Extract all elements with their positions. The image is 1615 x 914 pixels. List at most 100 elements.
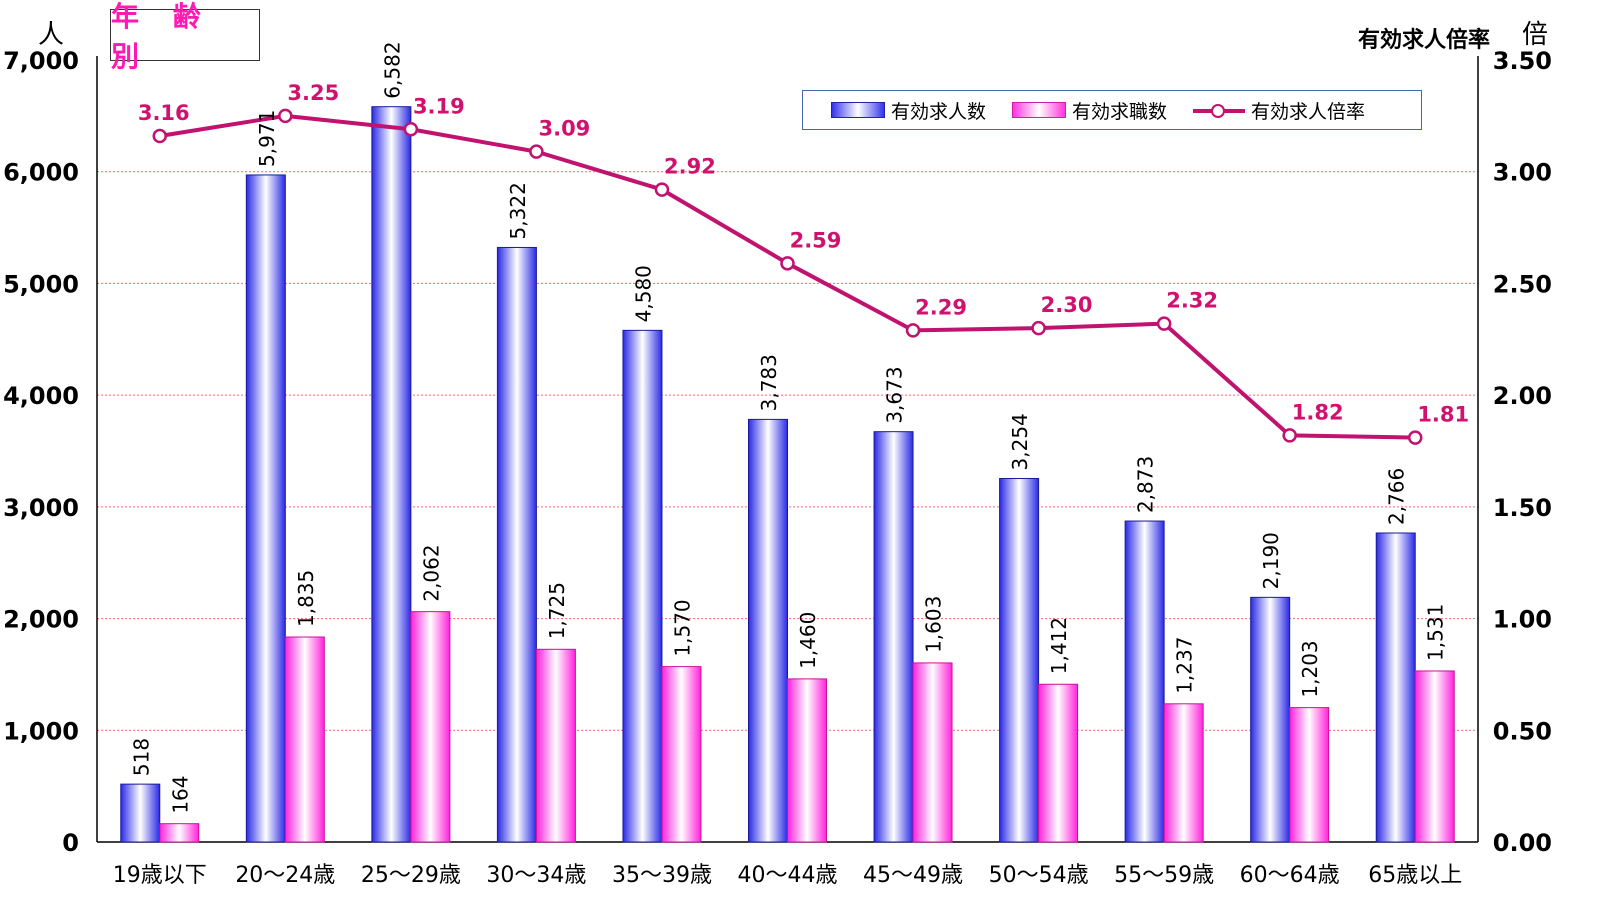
y2-tick-label: 0.50: [1493, 717, 1552, 745]
bar-seekers: [1289, 707, 1330, 843]
bar-seekers: [535, 648, 576, 843]
bar-label-jobs: 3,673: [883, 366, 907, 423]
legend-item-jobs: 有効求人数: [831, 97, 986, 124]
bar-label-seekers: 1,412: [1047, 617, 1071, 674]
legend-item-seekers: 有効求職数: [1012, 97, 1167, 124]
bar-jobs: [245, 174, 286, 843]
y2-tick-label: 1.00: [1493, 606, 1552, 634]
y2-tick-label: 2.00: [1493, 382, 1552, 410]
bar-label-jobs: 2,766: [1385, 468, 1409, 525]
bar-label-jobs: 3,783: [757, 354, 781, 411]
y2-tick-label: 1.50: [1493, 494, 1552, 522]
ratio-label: 2.59: [790, 228, 842, 252]
ratio-point: [1156, 316, 1172, 331]
legend: 有効求人数 有効求職数 有効求人倍率: [802, 90, 1422, 130]
legend-swatch-ratio: [1193, 103, 1246, 118]
bar-label-seekers: 1,203: [1298, 640, 1322, 697]
bar-jobs: [120, 783, 161, 843]
ratio-point: [905, 323, 921, 338]
bar-label-jobs: 2,190: [1259, 532, 1283, 589]
x-tick-label: 25～29歳: [361, 863, 461, 888]
legend-swatch-jobs: [831, 102, 885, 118]
bar-jobs: [999, 477, 1040, 843]
axes: 0 0.00 1,000 0.50 2,000 1.00 3,000 1.50 4,000 2.0…: [3, 47, 1552, 888]
x-tick-label: 20～24歳: [235, 863, 335, 888]
y2-tick-label: 3.00: [1493, 159, 1552, 187]
chart-title: 年 齢 別: [110, 0, 260, 73]
ratio-label: 2.92: [664, 155, 716, 179]
x-tick-label: 35～39歳: [612, 863, 712, 888]
x-tick-label: 40～44歳: [738, 863, 838, 888]
ratio-point: [1031, 320, 1046, 336]
legend-swatch-seekers: [1012, 102, 1067, 118]
bar-label-jobs: 4,580: [631, 265, 655, 322]
bar-seekers: [410, 611, 451, 843]
ratio-point: [529, 144, 544, 159]
x-tick-label: 50～54歳: [989, 863, 1089, 888]
y-tick-label: 0: [62, 829, 79, 857]
y-axis-unit: 人: [38, 20, 65, 50]
y-tick-label: 2,000: [3, 606, 79, 634]
ratio-line-path: [159, 113, 1416, 440]
legend-label-ratio: 有効求人倍率: [1251, 100, 1366, 123]
y-tick-label: 6,000: [3, 159, 79, 187]
bar-seekers: [661, 666, 702, 843]
data-labels: 518 164 5,971 1,835 6,582 2,062 5,322 1,725 4,58…: [129, 41, 1469, 813]
bar-seekers: [284, 636, 325, 843]
bar-label-seekers: 1,237: [1173, 637, 1197, 694]
ratio-line: [152, 108, 1423, 445]
bar-label-seekers: 1,531: [1424, 604, 1448, 661]
bar-label-seekers: 1,725: [545, 582, 569, 639]
bar-label-seekers: 1,570: [670, 599, 694, 656]
y-tick-label: 3,000: [3, 494, 79, 522]
bar-seekers: [787, 678, 827, 843]
y2-axis-unit: 倍: [1522, 20, 1549, 50]
bar-jobs: [496, 246, 537, 843]
legend-label-jobs: 有効求人数: [891, 100, 987, 123]
bar-label-jobs: 6,582: [380, 41, 404, 98]
x-tick-label: 45～49歳: [863, 863, 963, 888]
legend-label-seekers: 有効求職数: [1072, 100, 1168, 123]
x-tick-label: 55～59歳: [1114, 863, 1214, 888]
bar-jobs: [1375, 532, 1416, 843]
ratio-label: 1.81: [1417, 403, 1469, 427]
ratio-point: [403, 122, 419, 137]
ratio-point: [1407, 430, 1423, 445]
y-tick-label: 4,000: [3, 382, 79, 410]
ratio-point: [152, 128, 168, 144]
ratio-label: 1.82: [1292, 400, 1344, 424]
ratio-label: 3.16: [138, 101, 190, 125]
ratio-point: [1282, 428, 1297, 443]
bar-label-seekers: 1,603: [922, 596, 946, 653]
bar-jobs: [371, 106, 412, 843]
ratio-label: 2.29: [915, 295, 967, 319]
bar-seekers: [912, 662, 953, 843]
legend-item-ratio: 有効求人倍率: [1193, 97, 1365, 124]
bar-label-jobs: 2,873: [1134, 456, 1158, 513]
y2-tick-label: 3.50: [1493, 47, 1552, 75]
y-tick-label: 1,000: [3, 717, 79, 745]
y2-axis-title: 有効求人倍率: [1357, 28, 1490, 53]
y2-tick-label: 0.00: [1493, 829, 1552, 857]
bar-label-jobs: 518: [129, 738, 153, 776]
x-tick-label: 60～64歳: [1240, 863, 1340, 888]
ratio-label: 2.32: [1166, 289, 1218, 313]
ratio-label: 3.09: [538, 117, 590, 141]
bar-jobs: [1250, 596, 1291, 843]
bars: [120, 106, 1455, 843]
bar-seekers: [159, 823, 200, 843]
x-tick-label: 30～34歳: [486, 863, 586, 888]
y-tick-label: 7,000: [3, 47, 79, 75]
bar-label-jobs: 3,254: [1008, 413, 1032, 470]
bar-seekers: [1163, 703, 1204, 843]
bar-jobs: [873, 431, 914, 843]
bar-label-seekers: 2,062: [419, 544, 443, 601]
bar-label-seekers: 1,835: [294, 570, 318, 627]
ratio-label: 3.19: [413, 94, 465, 118]
ratio-point: [780, 256, 795, 271]
ratio-point: [278, 108, 293, 124]
x-tick-label: 65歳以上: [1368, 863, 1462, 888]
bar-seekers: [1038, 683, 1079, 843]
bar-jobs: [622, 329, 663, 843]
